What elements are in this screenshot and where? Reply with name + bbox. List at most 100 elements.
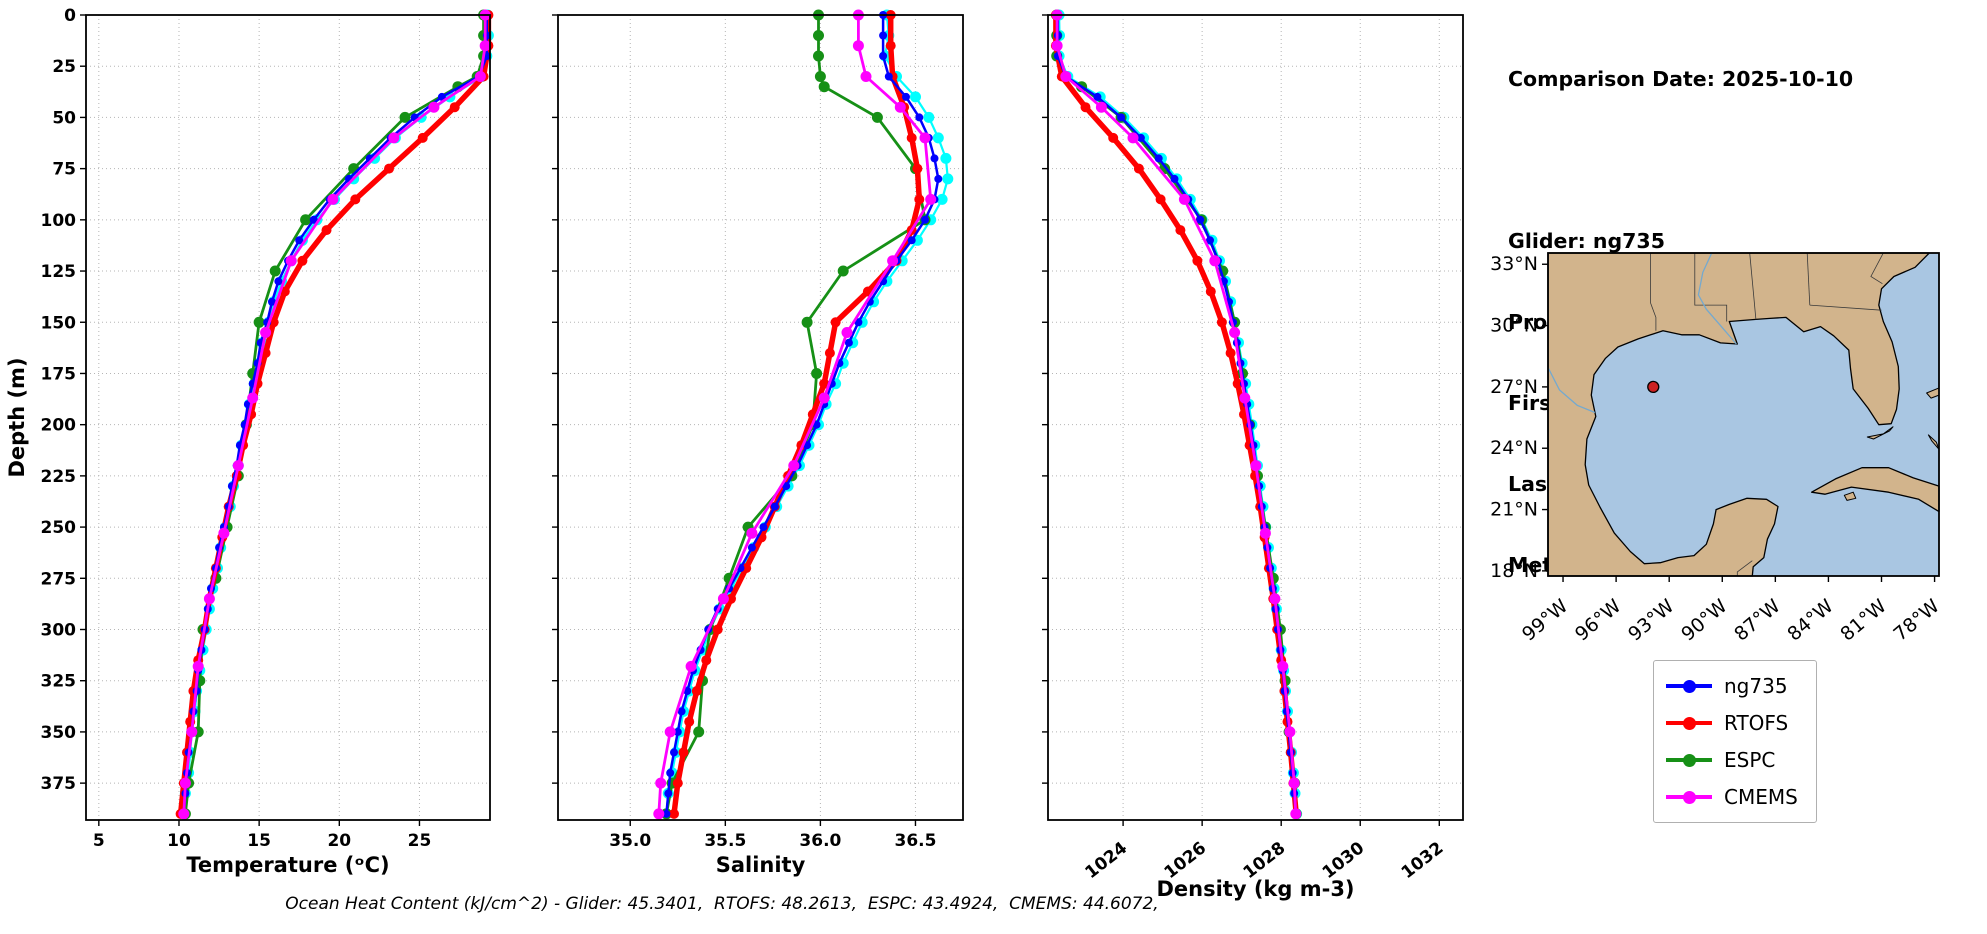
grid (86, 14, 490, 820)
gulf-of-mexico-map: 33°N 30°N 27°N 24°N 21°N 18°N 99°W 96°W 93°W 90°W… (1460, 238, 1987, 682)
svg-text:75: 75 (52, 160, 76, 180)
map-frame (1547, 252, 1940, 577)
info-comparison-date: Comparison Date: 2025-10-10 (1508, 67, 1854, 91)
svg-text:87°W: 87°W (1730, 595, 1784, 646)
x-axis-label: Density (kg m-3) (1156, 877, 1354, 901)
svg-text:99°W: 99°W (1518, 595, 1572, 646)
svg-text:15: 15 (247, 831, 271, 851)
svg-text:125: 125 (41, 262, 77, 282)
legend-item-espc: ESPC (1666, 745, 1798, 775)
svg-text:33°N: 33°N (1490, 253, 1538, 275)
axis-ticks (80, 14, 421, 826)
series-ng735 (662, 11, 943, 818)
series-CMEMS (178, 9, 491, 820)
info-glider: Glider: ng735 (1508, 229, 1665, 253)
svg-text:36.5: 36.5 (894, 831, 936, 851)
legend-label-rtofs: RTOFS (1724, 711, 1789, 735)
legend-item-ng735: ng735 (1666, 671, 1798, 701)
svg-text:24°N: 24°N (1490, 437, 1538, 459)
svg-text:35.0: 35.0 (609, 831, 651, 851)
plot-frame (85, 14, 491, 821)
svg-text:18°N: 18°N (1490, 560, 1538, 582)
svg-text:0: 0 (64, 6, 76, 26)
svg-text:250: 250 (41, 518, 77, 538)
map-ticks (1542, 263, 1936, 582)
x-axis-label: Salinity (716, 853, 806, 877)
svg-text:90°W: 90°W (1677, 595, 1731, 646)
series-ESPC (1051, 9, 1302, 820)
series-RTOFS (1050, 10, 1302, 819)
legend: ng735 RTOFS ESPC CMEMS (1653, 660, 1817, 823)
legend-marker-ng735 (1666, 671, 1712, 701)
map-rivers (1547, 252, 1737, 414)
legend-label-ng735: ng735 (1724, 674, 1788, 698)
svg-text:35.5: 35.5 (704, 831, 746, 851)
temperature-profile-chart: 5 10 15 20 25 0 25 50 75 100 125 150 175 200 225 250 275… (0, 0, 510, 934)
svg-text:1032: 1032 (1398, 838, 1448, 883)
series-RTOFS (175, 10, 494, 819)
axis-ticks (552, 14, 917, 826)
legend-label-cmems: CMEMS (1724, 785, 1798, 809)
svg-text:84°W: 84°W (1783, 595, 1837, 646)
svg-text:30°N: 30°N (1490, 315, 1538, 337)
svg-text:275: 275 (41, 569, 77, 589)
series-ng735 (179, 11, 491, 818)
y-axis-label: Depth (m) (5, 357, 29, 477)
series-profiles (178, 9, 494, 820)
x-tick-labels: 5 10 15 20 25 (93, 831, 431, 851)
ohc-caption: Ocean Heat Content (kJ/cm^2) - Glider: 4… (285, 894, 1159, 914)
map-lat-labels: 33°N 30°N 27°N 24°N 21°N 18°N (1490, 253, 1538, 582)
svg-text:225: 225 (41, 467, 77, 487)
svg-text:20: 20 (327, 831, 351, 851)
svg-text:1024: 1024 (1082, 838, 1132, 883)
svg-text:25: 25 (408, 831, 432, 851)
info-spacer (1508, 147, 1853, 174)
axis-ticks (1042, 14, 1440, 826)
series-ESPC (179, 9, 490, 820)
map-canvas: 33°N 30°N 27°N 24°N 21°N 18°N 99°W96°W93°W90°W… (1490, 252, 1944, 646)
series-ESPC (660, 9, 931, 820)
series-ng735 (1053, 11, 1300, 818)
plot-frame (557, 14, 964, 821)
svg-text:96°W: 96°W (1571, 595, 1625, 646)
svg-text:200: 200 (41, 416, 77, 436)
plot-frame (1047, 14, 1464, 821)
chart-canvas: 5 10 15 20 250255075100125150175200225250275… (5, 6, 494, 877)
legend-marker-rtofs (1666, 708, 1712, 738)
legend-label-espc: ESPC (1724, 748, 1776, 772)
svg-text:27°N: 27°N (1490, 376, 1538, 398)
svg-text:81°W: 81°W (1836, 595, 1890, 646)
series-profiles (1053, 9, 1303, 820)
svg-text:5: 5 (93, 831, 105, 851)
svg-text:78°W: 78°W (1889, 595, 1943, 646)
series-RTOFS (669, 10, 925, 819)
legend-marker-cmems (1666, 782, 1712, 812)
y-tick-labels: 0 25 50 75 100 125 150 175 200 225 250 275 300 325 350… (41, 6, 77, 794)
map-lon-labels: 99°W96°W93°W90°W87°W84°W81°W78°W (1518, 595, 1944, 646)
svg-text:50: 50 (52, 108, 76, 128)
map-state-borders (1650, 252, 1884, 576)
svg-text:10: 10 (167, 831, 191, 851)
svg-text:36.0: 36.0 (799, 831, 841, 851)
x-tick-labels: 35.0 35.5 36.0 36.5 (609, 831, 936, 851)
svg-text:350: 350 (41, 723, 77, 743)
legend-marker-espc (1666, 745, 1712, 775)
svg-text:100: 100 (41, 211, 77, 231)
svg-text:300: 300 (41, 621, 77, 641)
chart-canvas: 35.0 35.5 36.0 36.5 Salinity (552, 9, 964, 877)
glider-location-marker (1647, 380, 1660, 394)
svg-text:325: 325 (41, 672, 77, 692)
density-profile-chart: 1024 1026 1028 1030 1032 Density (kg m-3) (1000, 0, 1480, 934)
x-axis-label: Temperature (ᵒC) (186, 853, 389, 877)
svg-text:21°N: 21°N (1490, 499, 1538, 521)
svg-text:25: 25 (52, 57, 76, 77)
svg-text:175: 175 (41, 364, 77, 384)
svg-text:375: 375 (41, 774, 77, 794)
series-CMEMS (1051, 9, 1302, 820)
legend-item-cmems: CMEMS (1666, 782, 1798, 812)
svg-text:93°W: 93°W (1624, 595, 1678, 646)
svg-text:150: 150 (41, 313, 77, 333)
grid (558, 14, 963, 820)
